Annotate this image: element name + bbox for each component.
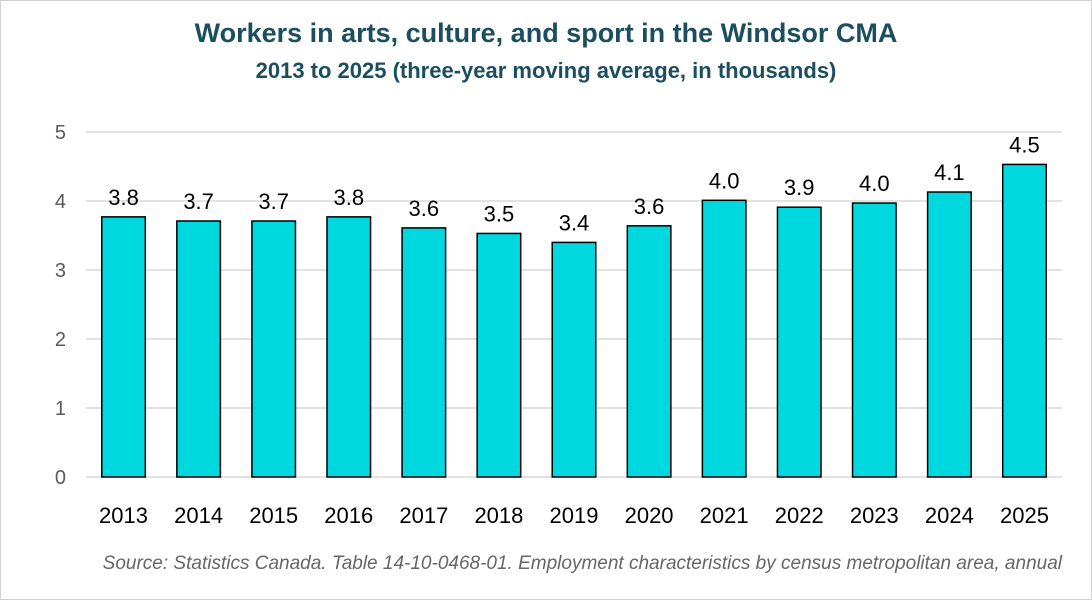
bar-2020 xyxy=(626,225,672,478)
bars xyxy=(101,163,1047,478)
bar-2015 xyxy=(251,220,297,478)
x-tick-label: 2020 xyxy=(625,503,674,528)
bar-2018 xyxy=(476,232,522,478)
x-tick-label: 2017 xyxy=(399,503,448,528)
data-label-2013: 3.8 xyxy=(108,185,139,210)
bar-2013 xyxy=(101,216,147,478)
y-axis-ticks: 0 1 2 3 4 5 xyxy=(55,122,66,489)
y-tick-label: 2 xyxy=(55,329,66,351)
y-tick-label: 4 xyxy=(55,191,66,213)
y-tick-label: 1 xyxy=(55,398,66,420)
x-tick-label: 2016 xyxy=(324,503,373,528)
data-label-2024: 4.1 xyxy=(934,160,965,185)
bar-2025 xyxy=(1001,163,1047,478)
x-tick-label: 2014 xyxy=(174,503,223,528)
x-tick-label: 2025 xyxy=(1000,503,1049,528)
y-tick-label: 0 xyxy=(55,467,66,489)
data-label-2025: 4.5 xyxy=(1009,132,1040,157)
x-tick-label: 2018 xyxy=(474,503,523,528)
x-tick-label: 2019 xyxy=(550,503,599,528)
bar-2024 xyxy=(926,191,972,478)
bar-2014 xyxy=(176,220,222,478)
data-label-2020: 3.6 xyxy=(634,194,665,219)
bar-2021 xyxy=(701,199,747,478)
bar-2019 xyxy=(551,241,597,478)
chart-title: Workers in arts, culture, and sport in t… xyxy=(194,18,898,48)
x-axis-categories: 2013 2014 2015 2016 2017 2018 2019 2020 2021 2022… xyxy=(99,503,1049,528)
data-label-2021: 4.0 xyxy=(709,168,740,193)
data-label-2019: 3.4 xyxy=(559,210,590,235)
data-label-2017: 3.6 xyxy=(409,196,440,221)
x-tick-label: 2015 xyxy=(249,503,298,528)
source-note: Source: Statistics Canada. Table 14-10-0… xyxy=(102,553,1062,574)
data-label-2016: 3.8 xyxy=(333,185,364,210)
bar-2022 xyxy=(776,206,822,478)
data-label-2023: 4.0 xyxy=(859,171,890,196)
x-tick-label: 2021 xyxy=(700,503,749,528)
bar-2023 xyxy=(851,202,897,478)
x-tick-label: 2024 xyxy=(925,503,974,528)
data-labels: 3.8 3.7 3.7 3.8 3.6 3.5 3.4 3.6 4.0 3.9 4.0 4.1 4.5 xyxy=(108,132,1040,235)
y-tick-label: 5 xyxy=(55,122,66,144)
data-label-2022: 3.9 xyxy=(784,175,815,200)
bar-2016 xyxy=(326,216,372,478)
data-label-2018: 3.5 xyxy=(484,201,515,226)
bar-2017 xyxy=(401,227,447,478)
data-label-2014: 3.7 xyxy=(183,189,214,214)
y-tick-label: 3 xyxy=(55,260,66,282)
x-tick-label: 2013 xyxy=(99,503,148,528)
data-label-2015: 3.7 xyxy=(258,189,289,214)
x-tick-label: 2023 xyxy=(850,503,899,528)
chart-subtitle: 2013 to 2025 (three-year moving average,… xyxy=(255,58,837,83)
x-tick-label: 2022 xyxy=(775,503,824,528)
